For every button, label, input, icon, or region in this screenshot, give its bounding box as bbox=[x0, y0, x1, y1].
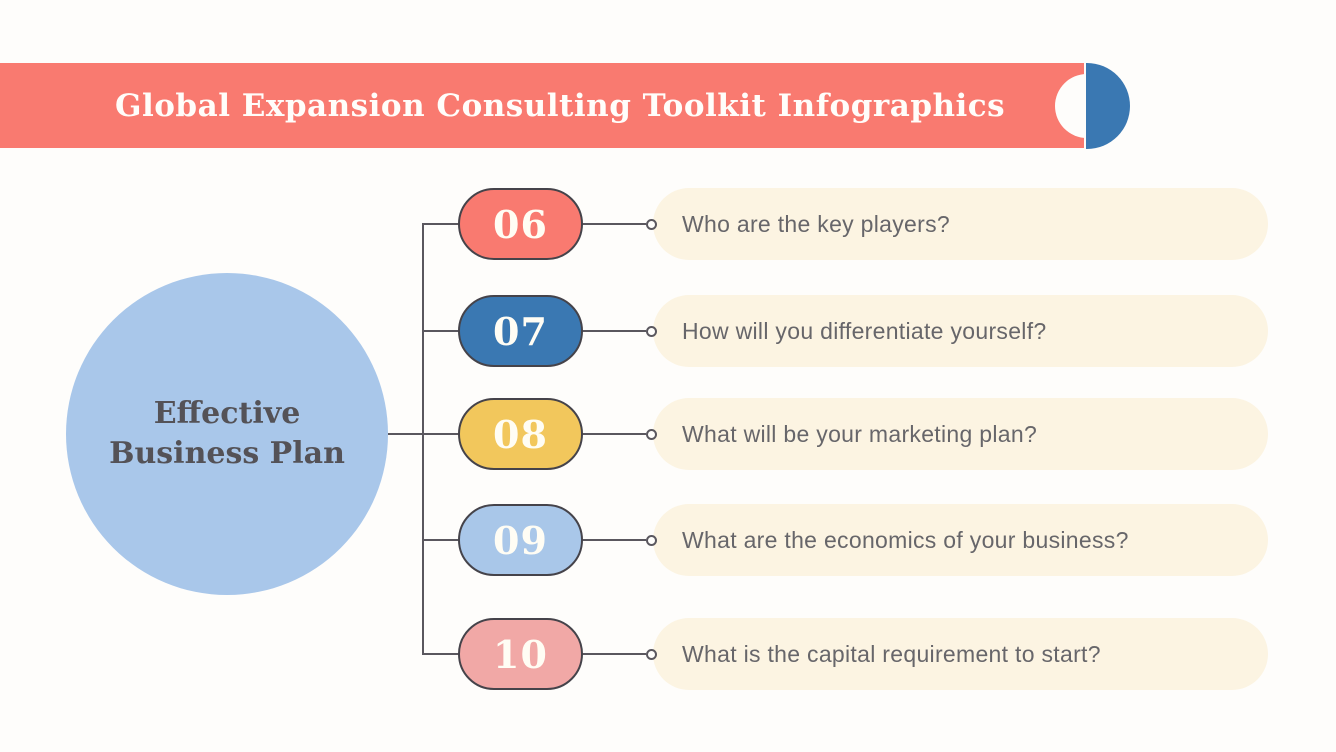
number-pill: 09 bbox=[458, 504, 583, 576]
connector-left-line bbox=[423, 433, 459, 435]
infographic-row: 07 How will you differentiate yourself? bbox=[0, 295, 1336, 367]
infographic-row: 10 What is the capital requirement to st… bbox=[0, 618, 1336, 690]
question-card: What will be your marketing plan? bbox=[653, 398, 1268, 470]
pill-number: 07 bbox=[493, 308, 548, 354]
hub-label: Effective Business Plan bbox=[109, 395, 345, 472]
pill-number: 10 bbox=[493, 631, 548, 677]
infographic-row: 06 Who are the key players? bbox=[0, 188, 1336, 260]
slide-title: Global Expansion Consulting Toolkit Info… bbox=[115, 87, 1006, 124]
title-banner: Global Expansion Consulting Toolkit Info… bbox=[0, 63, 1084, 148]
connector-endpoint-dot bbox=[646, 429, 657, 440]
connector-left-line bbox=[423, 223, 459, 225]
connector-left-line bbox=[423, 539, 459, 541]
question-text: What will be your marketing plan? bbox=[682, 420, 1038, 447]
half-circle-ornament-blue bbox=[1086, 63, 1130, 149]
connector-right-line bbox=[582, 330, 646, 332]
connector-endpoint-dot bbox=[646, 649, 657, 660]
connector-endpoint-dot bbox=[646, 326, 657, 337]
pill-number: 09 bbox=[493, 517, 548, 563]
hub-connector-line bbox=[388, 433, 423, 435]
connector-right-line bbox=[582, 539, 646, 541]
connector-spine bbox=[422, 223, 424, 655]
connector-right-line bbox=[582, 653, 646, 655]
connector-left-line bbox=[423, 653, 459, 655]
question-card: How will you differentiate yourself? bbox=[653, 295, 1268, 367]
question-card: Who are the key players? bbox=[653, 188, 1268, 260]
question-text: How will you differentiate yourself? bbox=[682, 317, 1047, 344]
question-card: What is the capital requirement to start… bbox=[653, 618, 1268, 690]
question-card: What are the economics of your business? bbox=[653, 504, 1268, 576]
number-pill: 08 bbox=[458, 398, 583, 470]
pill-number: 08 bbox=[493, 411, 548, 457]
question-text: What are the economics of your business? bbox=[682, 526, 1129, 553]
infographic-row: 08 What will be your marketing plan? bbox=[0, 398, 1336, 470]
number-pill: 07 bbox=[458, 295, 583, 367]
number-pill: 10 bbox=[458, 618, 583, 690]
connector-endpoint-dot bbox=[646, 535, 657, 546]
connector-left-line bbox=[423, 330, 459, 332]
infographic-row: 09 What are the economics of your busine… bbox=[0, 504, 1336, 576]
pill-number: 06 bbox=[493, 201, 548, 247]
hub-circle: Effective Business Plan bbox=[66, 273, 388, 595]
question-text: Who are the key players? bbox=[682, 210, 950, 237]
connector-right-line bbox=[582, 223, 646, 225]
number-pill: 06 bbox=[458, 188, 583, 260]
connector-right-line bbox=[582, 433, 646, 435]
question-text: What is the capital requirement to start… bbox=[682, 640, 1101, 667]
connector-endpoint-dot bbox=[646, 219, 657, 230]
